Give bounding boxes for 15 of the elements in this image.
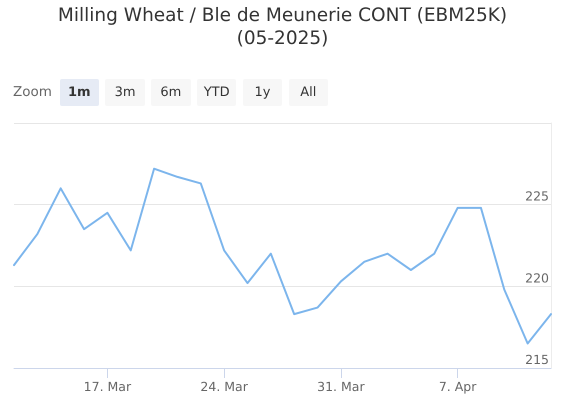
x-tick-label: 31. Mar: [317, 379, 366, 394]
range-button: 1m: [60, 79, 99, 106]
range-button: All: [288, 79, 328, 106]
y-tick-label: 225: [525, 188, 549, 204]
range-button: YTD: [197, 79, 236, 106]
range-button: 6m: [151, 79, 191, 106]
range-button: 3m: [105, 79, 145, 106]
x-tick-label: 24. Mar: [200, 379, 249, 394]
y-tick-label: 215: [525, 352, 549, 367]
y-tick-label: 220: [525, 270, 550, 286]
x-tick-label: 7. Apr: [438, 379, 478, 394]
x-tick-label: 17. Mar: [84, 379, 132, 394]
text: Zoom: [13, 83, 52, 102]
range-button: 1y: [242, 79, 282, 106]
chart-title: Milling Wheat / Ble de Meunerie CONT (EBM25K) (05-2025): [58, 4, 508, 48]
